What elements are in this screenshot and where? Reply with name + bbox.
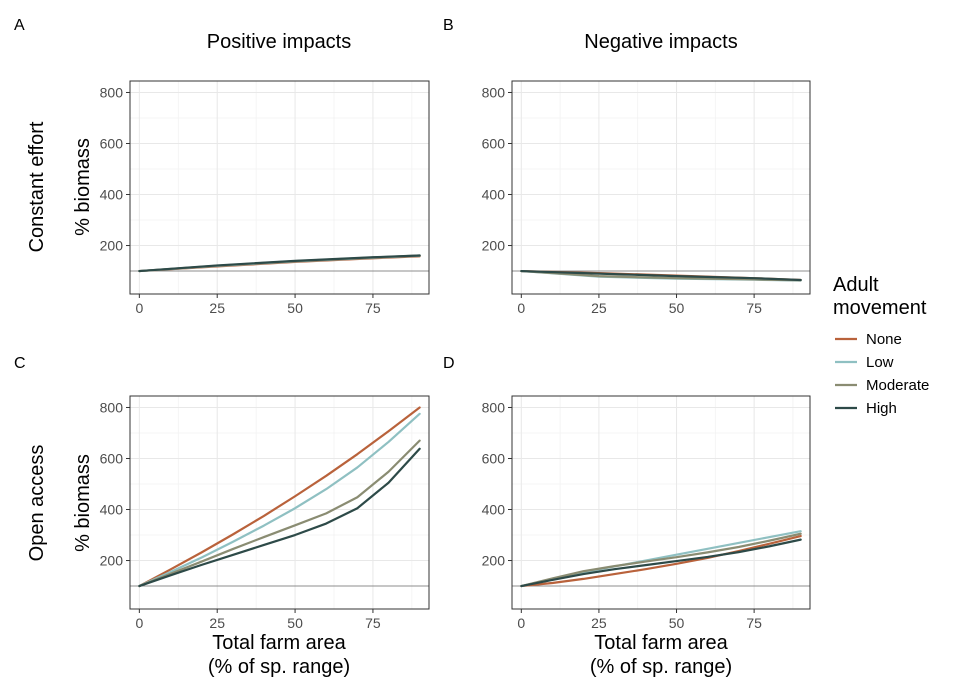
panel-c-x-tick-label-75: 75 — [365, 615, 381, 631]
legend-label-high: High — [866, 400, 897, 417]
panel-a-x-tick-label-25: 25 — [209, 300, 225, 316]
panel-tag-d: D — [443, 355, 455, 372]
panel-b-y-tick-label-200: 200 — [482, 238, 506, 254]
panel-a-border — [129, 80, 430, 295]
panel-b-x-tick-label-50: 50 — [669, 300, 685, 316]
row-title-constant-effort: Constant effort — [26, 121, 48, 252]
panel-c-y-tick-label-800: 800 — [100, 399, 124, 415]
row-title-open-access: Open access — [26, 445, 48, 562]
panel-d-x-tick-label-25: 25 — [591, 615, 607, 631]
panel-c-y-tick-label-200: 200 — [100, 553, 124, 569]
panel-a-y-tick-label-800: 800 — [100, 84, 124, 100]
panel-d-series-none — [520, 534, 802, 588]
panel-c-x-tick-label-0: 0 — [135, 615, 143, 631]
panel-d: 0 25 50 75 200 400 600 800 — [482, 395, 811, 631]
legend-entries: None Low Moderate High — [835, 331, 929, 417]
x-axis-label-right-line2: (% of sp. range) — [590, 656, 732, 678]
panel-a-y-tick-label-200: 200 — [100, 238, 124, 254]
panel-a-x-tick-label-50: 50 — [287, 300, 303, 316]
panel-a-y-tick-label-600: 600 — [100, 135, 124, 151]
legend-label-none: None — [866, 331, 902, 348]
y-axis-label-top: % biomass — [72, 138, 94, 236]
panel-d-series-moderate — [520, 532, 802, 588]
panel-a-y-tick-label-400: 400 — [100, 187, 124, 203]
panel-tag-b: B — [443, 17, 454, 34]
panel-c-series-moderate — [138, 439, 421, 588]
panel-b: 0 25 50 75 200 400 600 800 — [482, 80, 811, 316]
panel-b-y-tick-label-800: 800 — [482, 84, 506, 100]
x-axis-label-left-line2: (% of sp. range) — [208, 656, 350, 678]
legend-label-low: Low — [866, 354, 894, 371]
legend-title-line2: movement — [833, 297, 927, 319]
panel-tag-c: C — [14, 355, 26, 372]
panel-c-background — [130, 396, 429, 609]
panel-b-series-high — [520, 269, 802, 282]
panel-d-x-tick-label-0: 0 — [517, 615, 525, 631]
panel-d-y-tick-label-600: 600 — [482, 450, 506, 466]
legend: Adult movement None Low Moderate High — [833, 274, 929, 417]
panel-c: 0 25 50 75 200 400 600 800 — [100, 395, 430, 631]
panel-d-y-tick-label-400: 400 — [482, 502, 506, 518]
panel-d-y-tick-label-200: 200 — [482, 553, 506, 569]
panel-b-x-tick-label-0: 0 — [517, 300, 525, 316]
panel-b-x-tick-label-25: 25 — [591, 300, 607, 316]
panel-c-series-none — [138, 406, 421, 588]
panel-a-series-high — [138, 254, 421, 273]
panel-c-x-tick-label-50: 50 — [287, 615, 303, 631]
panel-a-x-tick-label-0: 0 — [135, 300, 143, 316]
panel-c-x-tick-label-25: 25 — [209, 615, 225, 631]
x-axis-label-left-line1: Total farm area — [212, 632, 346, 654]
panel-d-x-tick-label-75: 75 — [746, 615, 762, 631]
panel-d-background — [512, 396, 810, 609]
panel-d-border — [511, 395, 811, 610]
panel-c-border — [129, 395, 430, 610]
panel-b-border — [511, 80, 811, 295]
panel-c-series-low — [138, 412, 421, 588]
panel-c-series-high — [138, 447, 421, 588]
panel-a-x-tick-label-75: 75 — [365, 300, 381, 316]
y-axis-label-bottom: % biomass — [72, 454, 94, 552]
panel-d-series-high — [520, 538, 802, 588]
panel-c-y-tick-label-400: 400 — [100, 502, 124, 518]
panel-b-background — [512, 81, 810, 294]
legend-label-moderate: Moderate — [866, 377, 929, 394]
panel-c-y-tick-label-600: 600 — [100, 450, 124, 466]
x-axis-label-right-line1: Total farm area — [594, 632, 728, 654]
legend-title-line1: Adult — [833, 274, 879, 296]
panel-b-x-tick-label-75: 75 — [746, 300, 762, 316]
column-title-negative: Negative impacts — [584, 31, 737, 53]
panel-a: 0 25 50 75 200 400 600 800 — [100, 80, 430, 316]
panel-d-y-tick-label-800: 800 — [482, 399, 506, 415]
panel-d-x-tick-label-50: 50 — [669, 615, 685, 631]
column-title-positive: Positive impacts — [207, 31, 352, 53]
panel-b-y-tick-label-600: 600 — [482, 135, 506, 151]
panel-tag-a: A — [14, 17, 25, 34]
panel-b-y-tick-label-400: 400 — [482, 187, 506, 203]
